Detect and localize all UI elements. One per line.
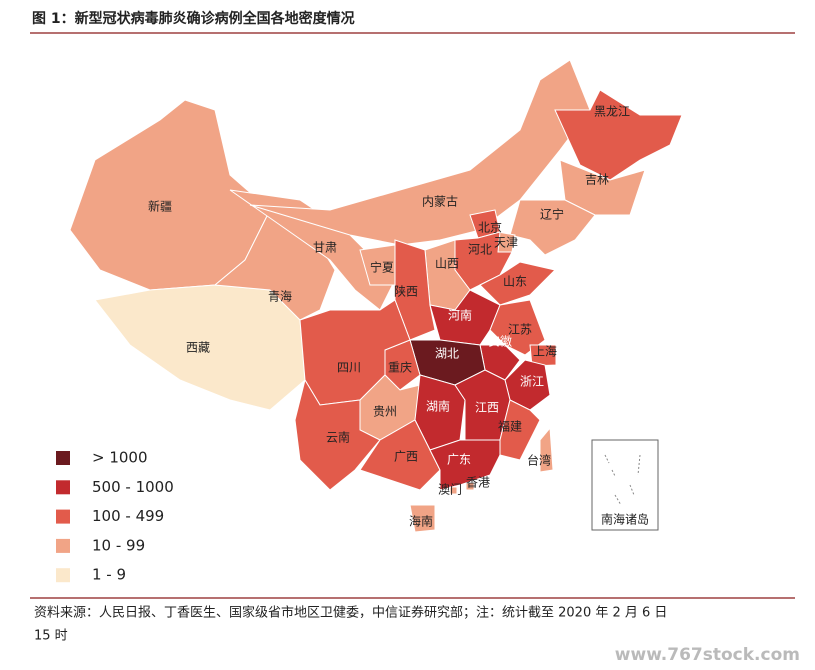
legend-label: 10 - 99 bbox=[92, 536, 145, 554]
legend-label: 1 - 9 bbox=[92, 566, 126, 584]
watermark: www.767stock.com bbox=[615, 645, 800, 665]
inset-box bbox=[591, 439, 659, 531]
province bbox=[409, 504, 436, 533]
province-label: 新疆 bbox=[148, 199, 172, 214]
province-label: 山东 bbox=[503, 275, 527, 289]
province-label: 湖北 bbox=[435, 346, 459, 361]
province-label: 香港 bbox=[466, 476, 490, 490]
legend-label: > 1000 bbox=[92, 449, 148, 467]
province bbox=[359, 419, 441, 491]
province-label: 安徽 bbox=[488, 334, 512, 349]
province bbox=[429, 439, 501, 491]
province-label: 重庆 bbox=[388, 361, 412, 375]
province-label: 天津 bbox=[494, 236, 518, 250]
province-label: 宁夏 bbox=[370, 260, 394, 275]
province-label: 西藏 bbox=[186, 341, 210, 355]
province-label: 河北 bbox=[468, 243, 492, 257]
legend: > 1000 500 - 1000 100 - 499 10 - 99 1 - 9 bbox=[56, 449, 174, 584]
province-label: 黑龙江 bbox=[594, 105, 630, 119]
legend-swatch bbox=[56, 538, 70, 553]
province-label: 云南 bbox=[326, 430, 350, 445]
legend-swatch bbox=[56, 568, 70, 583]
province bbox=[294, 378, 381, 491]
province-label: 福建 bbox=[498, 419, 522, 434]
province-label: 河南 bbox=[448, 308, 472, 323]
province-label: 陕西 bbox=[394, 284, 418, 299]
legend-label: 100 - 499 bbox=[92, 507, 164, 525]
province-label: 江苏 bbox=[508, 323, 532, 337]
inset-islands bbox=[604, 454, 641, 506]
province-label: 四川 bbox=[337, 361, 361, 375]
province bbox=[554, 89, 683, 181]
province-label: 北京 bbox=[478, 221, 502, 235]
province-label: 内蒙古 bbox=[422, 194, 458, 209]
province bbox=[449, 486, 458, 495]
province-label: 甘肃 bbox=[313, 241, 337, 255]
province bbox=[539, 426, 554, 473]
province-label: 浙江 bbox=[520, 375, 544, 389]
province-label: 青海 bbox=[268, 289, 292, 304]
province-label: 广西 bbox=[394, 450, 418, 464]
province-label: 上海 bbox=[533, 344, 557, 359]
province bbox=[465, 482, 475, 491]
province-label: 澳门 bbox=[438, 482, 462, 497]
province-label: 海南 bbox=[409, 514, 433, 529]
province-label: 台湾 bbox=[527, 453, 551, 468]
legend-swatch bbox=[56, 480, 70, 495]
title: 图 1：新型冠状病毒肺炎确诊病例全国各地密度情况 bbox=[32, 10, 355, 27]
source-line: 15 时 bbox=[34, 629, 68, 644]
province-label: 辽宁 bbox=[540, 207, 564, 222]
legend-swatch bbox=[56, 509, 70, 524]
legend-label: 500 - 1000 bbox=[92, 478, 174, 496]
legend-swatch bbox=[56, 451, 70, 465]
province bbox=[529, 344, 557, 367]
province-label: 湖南 bbox=[426, 399, 450, 414]
province-label: 江西 bbox=[475, 401, 499, 415]
province-label: 山西 bbox=[435, 257, 459, 271]
inset-label: 南海诸岛 bbox=[601, 512, 649, 527]
source-line: 资料来源：人民日报、丁香医生、国家级省市地区卫健委，中信证券研究部；注：统计截至… bbox=[34, 605, 667, 621]
province-label: 贵州 bbox=[373, 405, 397, 419]
province-label: 广东 bbox=[447, 453, 471, 467]
province-label: 吉林 bbox=[585, 173, 609, 187]
